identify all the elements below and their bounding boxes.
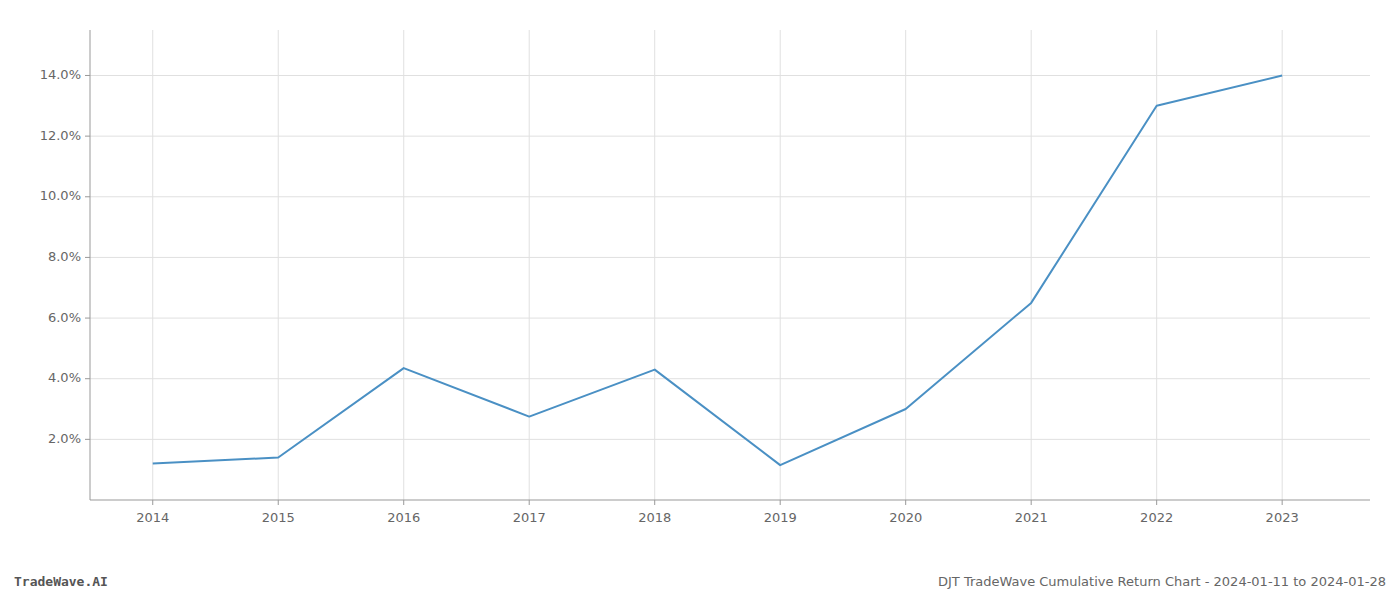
y-tick-label: 10.0% <box>40 188 81 203</box>
y-grid-line <box>90 257 1370 258</box>
x-tick-label: 2015 <box>262 510 295 525</box>
data-line <box>153 75 1282 465</box>
watermark: TradeWave.AI <box>14 574 108 589</box>
chart-title: DJT TradeWave Cumulative Return Chart - … <box>938 574 1386 589</box>
x-tick-label: 2017 <box>513 510 546 525</box>
x-tick-label: 2023 <box>1266 510 1299 525</box>
x-tick <box>780 500 781 505</box>
x-tick <box>152 500 153 505</box>
x-axis-line <box>90 500 1370 501</box>
y-tick <box>85 257 90 258</box>
x-grid-line <box>905 30 906 500</box>
x-tick-label: 2018 <box>638 510 671 525</box>
y-tick <box>85 439 90 440</box>
x-grid-line <box>1156 30 1157 500</box>
x-grid-line <box>278 30 279 500</box>
axes: 2.0% 4.0% 6.0% 8.0% 10.0% 12.0% 14.0% 2014 2015 2… <box>40 30 1370 525</box>
x-tick-label: 2016 <box>387 510 420 525</box>
x-tick-label: 2021 <box>1015 510 1048 525</box>
y-tick-label: 6.0% <box>48 310 81 325</box>
grid <box>90 30 1370 500</box>
chart-container: 2.0% 4.0% 6.0% 8.0% 10.0% 12.0% 14.0% 2014 2015 2… <box>0 0 1400 600</box>
y-tick-label: 4.0% <box>48 370 81 385</box>
y-tick <box>85 318 90 319</box>
y-tick-label: 14.0% <box>40 67 81 82</box>
x-grid-line <box>1282 30 1283 500</box>
x-tick <box>403 500 404 505</box>
x-grid-line <box>654 30 655 500</box>
y-tick <box>85 378 90 379</box>
y-tick <box>85 75 90 76</box>
x-tick-label: 2014 <box>136 510 169 525</box>
plot-area <box>153 75 1282 465</box>
x-tick <box>1282 500 1283 505</box>
y-tick-label: 12.0% <box>40 128 81 143</box>
x-tick-label: 2020 <box>889 510 922 525</box>
y-grid-line <box>90 75 1370 76</box>
x-tick <box>529 500 530 505</box>
x-grid-line <box>152 30 153 500</box>
y-tick <box>85 136 90 137</box>
y-tick-label: 8.0% <box>48 249 81 264</box>
y-tick-label: 2.0% <box>48 431 81 446</box>
x-tick-label: 2019 <box>764 510 797 525</box>
y-grid-line <box>90 378 1370 379</box>
y-grid-line <box>90 318 1370 319</box>
x-tick <box>1156 500 1157 505</box>
y-axis-line <box>90 30 91 500</box>
chart-svg: 2.0% 4.0% 6.0% 8.0% 10.0% 12.0% 14.0% 2014 2015 2… <box>0 0 1400 600</box>
x-tick <box>1031 500 1032 505</box>
y-tick <box>85 196 90 197</box>
page: {"chart_data": { "type": "line", "title"… <box>0 0 1400 600</box>
x-grid-line <box>780 30 781 500</box>
x-tick <box>278 500 279 505</box>
x-grid-line <box>529 30 530 500</box>
y-grid-line <box>90 136 1370 137</box>
y-grid-line <box>90 196 1370 197</box>
y-grid-line <box>90 439 1370 440</box>
x-grid-line <box>403 30 404 500</box>
x-tick <box>654 500 655 505</box>
x-tick-label: 2022 <box>1140 510 1173 525</box>
x-grid-line <box>1031 30 1032 500</box>
x-tick <box>905 500 906 505</box>
